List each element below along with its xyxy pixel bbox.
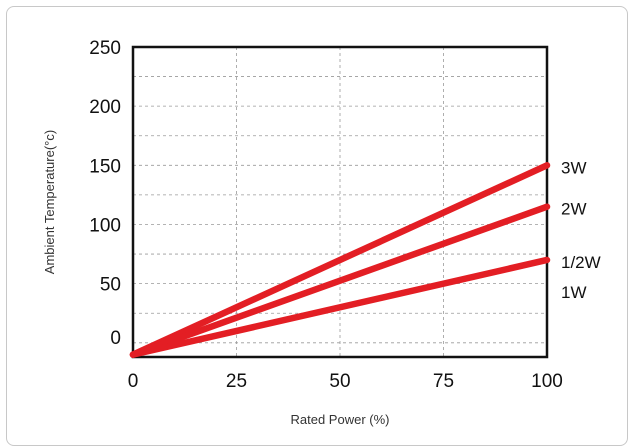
plot-border (131, 45, 549, 359)
y-tick-label: 100 (89, 215, 121, 236)
series-line (129, 203, 551, 358)
y-axis-label: Ambient Temperature(°c) (42, 130, 57, 274)
y-tick-label: 150 (89, 156, 121, 177)
series-line (129, 256, 551, 358)
series-labels: 3W 2W 1/2W 1W (561, 158, 601, 302)
x-tick-label: 50 (329, 371, 350, 392)
chart-frame (6, 6, 628, 446)
x-tick-labels: 0 25 50 75 100 (128, 371, 563, 392)
y-tick-label: 50 (100, 275, 121, 296)
x-tick-label: 25 (226, 371, 247, 392)
x-axis-label: Rated Power (%) (291, 412, 390, 427)
y-tick-label: 250 (89, 38, 121, 59)
y-tick-label: 0 (110, 328, 121, 349)
series-label: 1/2W (561, 253, 601, 272)
series-label: 2W (561, 200, 587, 219)
x-tick-label: 0 (128, 371, 139, 392)
chart: 0 25 50 75 100 0 50 100 150 200 250 3W 2W 1/2W 1W Ra… (42, 38, 601, 427)
series-label: 3W (561, 158, 587, 177)
y-tick-labels: 0 50 100 150 200 250 (89, 38, 121, 349)
series-lines (129, 162, 551, 358)
series-label-extra: 1W (561, 283, 587, 302)
x-tick-label: 75 (433, 371, 454, 392)
x-tick-label: 100 (531, 371, 563, 392)
series-line (129, 162, 551, 358)
y-tick-label: 200 (89, 97, 121, 118)
